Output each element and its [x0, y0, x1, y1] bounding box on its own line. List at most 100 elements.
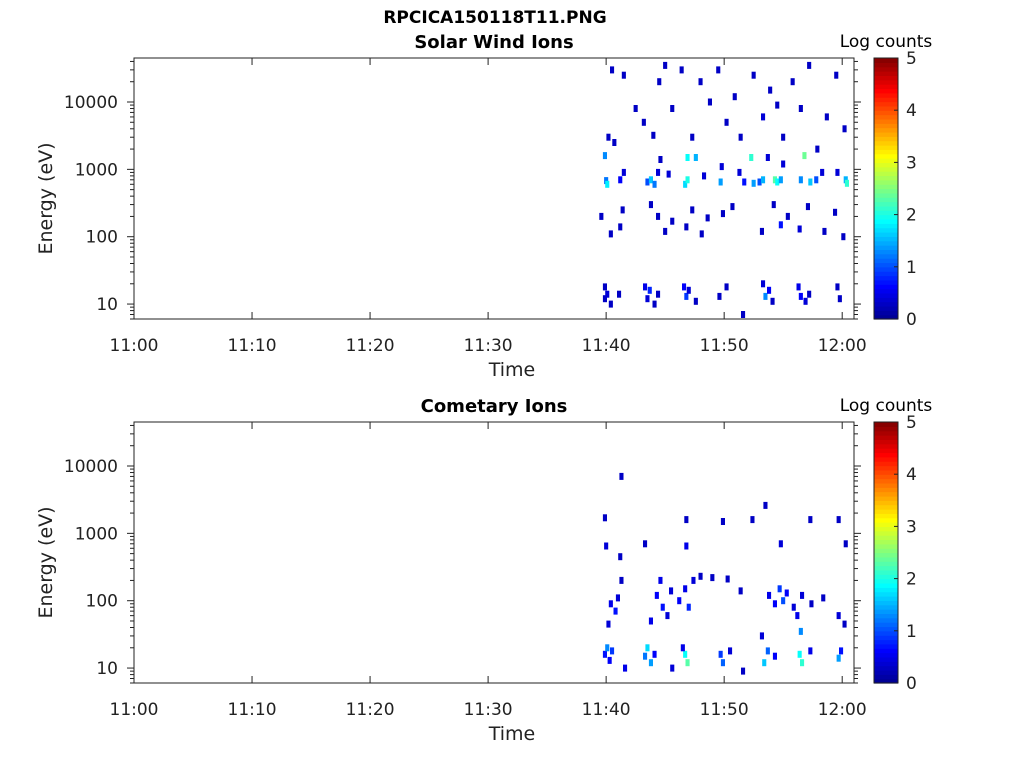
data-cell [686, 286, 691, 294]
data-cell [795, 612, 800, 620]
colorbar-segment [874, 158, 898, 163]
colorbar-segment [874, 491, 898, 497]
colorbar-segment [874, 214, 898, 220]
data-cell [767, 286, 772, 294]
data-cell [613, 607, 618, 615]
colorbar-segment [874, 530, 898, 536]
colorbar-segment [874, 474, 898, 480]
colorbar-segment [874, 279, 898, 285]
colorbar-segment [874, 635, 898, 641]
data-cell [684, 516, 689, 524]
colorbar-segment [874, 504, 898, 510]
colorbar-segment [874, 522, 898, 527]
colorbar-segment [874, 561, 898, 567]
y-tick-label: 10 [96, 659, 118, 679]
colorbar-segment [874, 118, 898, 124]
x-tick-label: 11:20 [346, 336, 395, 356]
data-cell [615, 594, 620, 602]
data-cell [651, 131, 656, 139]
colorbar-segment [874, 188, 898, 194]
colorbar-segment [874, 249, 898, 255]
colorbar-segment [874, 97, 898, 103]
data-cell [641, 118, 646, 126]
data-cell [815, 145, 820, 153]
colorbar-segment [874, 587, 898, 593]
colorbar-segment [874, 461, 898, 467]
chart-panel: 11:00 11:10 11:20 11:30 11:40 11:50 12:0010100… [35, 32, 932, 381]
colorbar-segment [874, 79, 898, 85]
data-cell [684, 223, 689, 231]
data-cell [750, 516, 755, 524]
colorbar-segment [874, 305, 898, 311]
colorbar-segment [874, 114, 898, 120]
data-cell [772, 652, 777, 660]
colorbar-segment [874, 648, 898, 654]
data-cell [658, 156, 663, 163]
data-cell [698, 78, 703, 86]
y-tick-label: 10 [96, 295, 118, 315]
colorbar-tick-label: 1 [906, 258, 917, 278]
data-cell [768, 86, 773, 94]
colorbar-segment [874, 656, 898, 662]
data-cell [781, 133, 786, 141]
colorbar-segment [874, 617, 898, 623]
x-tick-label: 11:30 [464, 700, 513, 720]
colorbar-segment [874, 630, 898, 636]
colorbar-segment [874, 517, 898, 523]
panel-title: Solar Wind Ions [414, 32, 573, 53]
data-cell [677, 597, 682, 605]
data-cell [761, 113, 766, 121]
colorbar-segment [874, 465, 898, 471]
colorbar-segment [874, 448, 898, 454]
colorbar-segment [874, 127, 898, 133]
colorbar-segment [874, 526, 898, 532]
colorbar-segment [874, 71, 898, 76]
data-cell [805, 203, 810, 211]
y-tick-label: 1000 [75, 524, 118, 544]
colorbar-segment [874, 574, 898, 580]
data-cell [724, 118, 729, 126]
data-cell [808, 178, 813, 186]
data-cell [599, 212, 604, 220]
data-cell [608, 300, 613, 308]
data-cell [738, 133, 743, 141]
colorbar-segment [874, 665, 898, 671]
colorbar-segment [874, 548, 898, 554]
data-cell [686, 603, 691, 611]
colorbar-segment [874, 301, 898, 307]
data-cell [835, 168, 840, 176]
data-cell [807, 61, 812, 69]
data-cell [602, 152, 607, 160]
data-cell [803, 297, 808, 305]
data-cell [648, 659, 653, 667]
data-cell [657, 78, 662, 86]
data-cell [648, 617, 653, 625]
colorbar-segment [874, 639, 898, 645]
colorbar-segment [874, 565, 898, 571]
colorbar-segment [874, 92, 898, 98]
data-cell [612, 139, 617, 146]
colorbar-segment [874, 75, 898, 81]
data-cell [605, 290, 610, 298]
colorbar-segment [874, 452, 898, 458]
data-cell [742, 178, 747, 186]
data-cell [718, 650, 723, 658]
data-cell [844, 179, 849, 187]
data-cell [759, 632, 764, 640]
x-tick-label: 11:50 [700, 336, 749, 356]
plot-area [134, 58, 854, 319]
data-cell [798, 105, 803, 112]
data-cell [663, 227, 668, 235]
data-cell [604, 542, 609, 550]
colorbar-tick-label: 5 [906, 49, 917, 69]
figure-title: RPCICA150118T11.PNG [383, 8, 607, 28]
data-cell [621, 168, 626, 176]
colorbar-segment [874, 197, 898, 203]
data-cell [663, 61, 668, 69]
colorbar-tick-label: 4 [906, 101, 917, 121]
colorbar-segment [874, 140, 898, 146]
data-cell [800, 659, 805, 667]
data-cell [690, 133, 695, 141]
data-cell [602, 514, 607, 522]
